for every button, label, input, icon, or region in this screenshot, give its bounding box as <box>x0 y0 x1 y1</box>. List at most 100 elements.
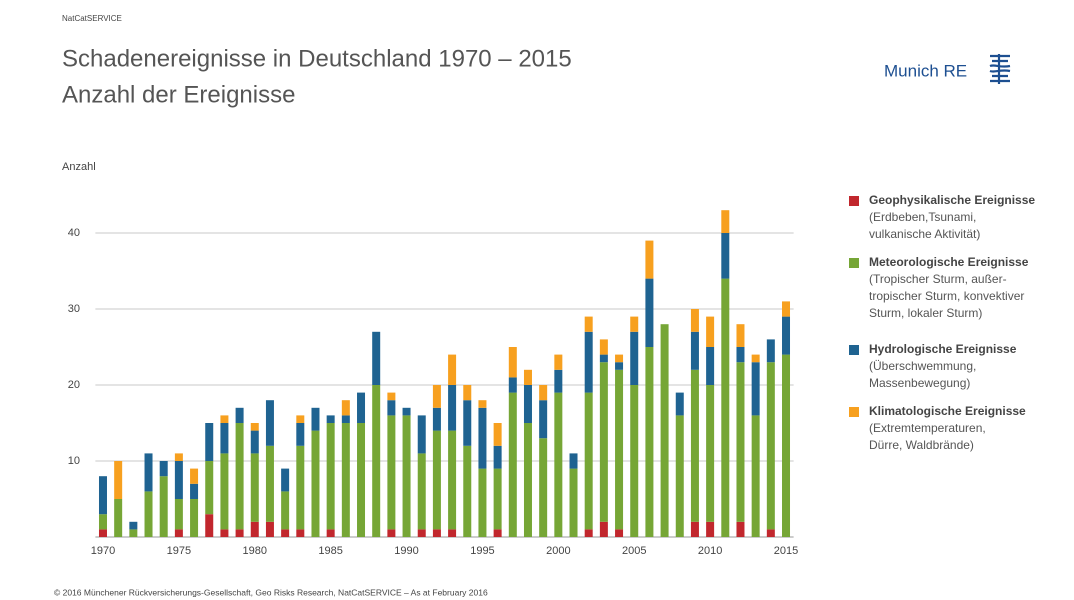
bar-segment <box>736 521 745 537</box>
bar-segment <box>569 468 578 537</box>
bar-segment <box>448 354 457 385</box>
bar-segment <box>615 369 624 530</box>
legend-description: Massenbewegung) <box>869 376 970 390</box>
bar-segment <box>235 407 244 423</box>
bar-segment <box>281 529 290 537</box>
bar-segment <box>129 521 138 530</box>
bar-segment <box>326 423 335 530</box>
bar-segment <box>539 400 548 439</box>
bar-segment <box>675 415 684 537</box>
bar-segment <box>706 385 715 522</box>
bar-segment <box>584 316 593 332</box>
bar-segment <box>402 407 411 416</box>
legend-description: (Extremtemperaturen, <box>869 421 986 435</box>
legend-description: vulkanische Aktivität) <box>869 227 980 241</box>
bar-segment <box>387 400 396 416</box>
bar-segment <box>311 430 320 537</box>
bar-segment <box>706 521 715 537</box>
bar-segment <box>387 415 396 530</box>
bar-segment <box>98 514 107 530</box>
bar-segment <box>690 309 699 332</box>
bar-segment <box>281 468 290 492</box>
bar-segment <box>690 521 699 537</box>
bar-segment <box>357 392 366 423</box>
bar-segment <box>584 529 593 537</box>
legend-swatch <box>849 407 859 417</box>
bar-segment <box>736 324 745 347</box>
bar-segment <box>432 430 441 530</box>
bar-segment <box>721 210 730 233</box>
bar-segment <box>448 529 457 537</box>
bar-segment <box>417 415 426 454</box>
bar-segment <box>144 491 153 537</box>
bar-segment <box>296 415 305 423</box>
bar-segment <box>448 430 457 530</box>
bar-segment <box>220 453 229 530</box>
bar-segment <box>417 453 426 530</box>
legend-description: Dürre, Waldbrände) <box>869 438 974 452</box>
x-tick-label: 1990 <box>394 545 418 557</box>
bar-segment <box>493 529 502 537</box>
legend-label: Geophysikalische Ereignisse <box>869 193 1035 207</box>
bar-segment <box>174 529 183 537</box>
bar-segment <box>751 362 760 416</box>
bar-segment <box>250 453 259 522</box>
bar-segment <box>736 362 745 522</box>
bar-segment <box>630 385 639 537</box>
bar-segment <box>766 339 775 363</box>
bar-segment <box>630 331 639 385</box>
x-tick-label: 2005 <box>622 545 646 557</box>
bar-segment <box>599 521 608 537</box>
footer: © 2016 Münchener Rückversicherungs-Gesel… <box>54 587 488 597</box>
bar-segment <box>675 392 684 416</box>
bar-segment <box>326 529 335 537</box>
bar-segment <box>250 423 259 431</box>
bar-segment <box>129 529 138 537</box>
bar-segment <box>205 514 214 537</box>
bar-segment <box>766 362 775 530</box>
bar-segment <box>782 316 791 355</box>
bar-segment <box>265 400 274 446</box>
x-tick-label: 1980 <box>243 545 267 557</box>
bar-segment <box>114 461 123 499</box>
bar-segment <box>341 415 350 423</box>
bar-segment <box>782 301 791 317</box>
bar-segment <box>463 385 472 401</box>
bar-segment <box>569 453 578 469</box>
bar-segment <box>766 529 775 537</box>
bar-segment <box>721 278 730 537</box>
bar-segment <box>645 347 654 537</box>
bar-segment <box>296 445 305 530</box>
bar-segment <box>220 529 229 537</box>
bar-segment <box>265 521 274 537</box>
bar-segment <box>357 423 366 537</box>
bar-segment <box>478 407 487 469</box>
bar-segment <box>554 369 563 393</box>
bar-segment <box>159 476 168 537</box>
bar-segment <box>205 461 214 515</box>
bar-segment <box>615 354 624 363</box>
bar-segment <box>615 529 624 537</box>
x-tick-label: 2015 <box>774 545 798 557</box>
bar-segment <box>599 354 608 363</box>
bar-segment <box>690 331 699 370</box>
bar-segment <box>493 423 502 446</box>
logo-icon <box>989 54 1011 84</box>
legend-swatch <box>849 345 859 355</box>
bar-segment <box>402 415 411 537</box>
legend-description: (Erdbeben,Tsunami, <box>869 210 976 224</box>
bar-segment <box>660 324 669 537</box>
bar-segment <box>265 445 274 522</box>
bar-segment <box>220 423 229 454</box>
bar-segment <box>478 468 487 537</box>
subtitle: Anzahl der Ereignisse <box>62 81 295 108</box>
bar-segment <box>478 400 487 408</box>
x-tick-label: 1970 <box>91 545 115 557</box>
bar-segment <box>584 392 593 530</box>
x-tick-label: 1985 <box>318 545 342 557</box>
bar-segment <box>281 491 290 530</box>
bar-segment <box>174 461 183 499</box>
y-tick-label: 10 <box>68 455 80 467</box>
bar-segment <box>493 468 502 530</box>
legend-description: Sturm, lokaler Sturm) <box>869 306 982 320</box>
